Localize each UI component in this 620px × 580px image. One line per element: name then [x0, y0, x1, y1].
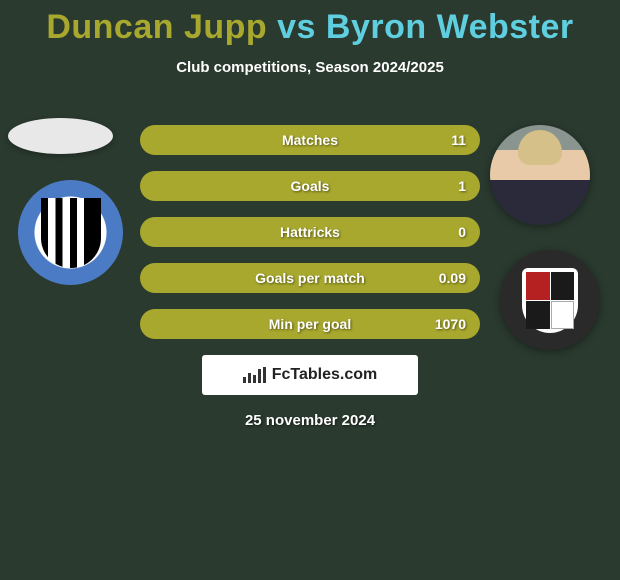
player2-photo [490, 125, 590, 225]
season-subtitle: Club competitions, Season 2024/2025 [0, 59, 620, 76]
player1-club-badge [18, 180, 123, 285]
date-label: 25 november 2024 [0, 412, 620, 429]
vs-word: vs [277, 8, 316, 46]
stat-row-hattricks: Hattricks 0 [140, 217, 480, 247]
stat-row-goals-per-match: Goals per match 0.09 [140, 263, 480, 293]
bar-chart-icon [243, 367, 266, 383]
stat-value: 0 [458, 224, 466, 240]
stat-value: 1070 [435, 316, 466, 332]
comparison-title: Duncan Jupp vs Byron Webster [0, 0, 620, 47]
stat-row-goals: Goals 1 [140, 171, 480, 201]
stat-row-min-per-goal: Min per goal 1070 [140, 309, 480, 339]
stat-label: Goals per match [255, 270, 365, 286]
fctables-watermark: FcTables.com [202, 355, 418, 395]
stat-value: 0.09 [439, 270, 466, 286]
bromley-badge-icon [522, 268, 578, 333]
stat-value: 1 [458, 178, 466, 194]
stat-value: 11 [451, 132, 466, 148]
stat-label: Hattricks [280, 224, 340, 240]
gillingham-badge-icon [41, 198, 101, 268]
fctables-label: FcTables.com [272, 366, 378, 384]
stat-label: Matches [282, 132, 338, 148]
player1-photo [8, 118, 113, 154]
player1-name: Duncan Jupp [46, 8, 267, 46]
player2-club-badge [500, 250, 600, 350]
stats-list: Matches 11 Goals 1 Hattricks 0 Goals per… [140, 125, 480, 355]
stat-label: Min per goal [269, 316, 351, 332]
stat-row-matches: Matches 11 [140, 125, 480, 155]
player2-name: Byron Webster [326, 8, 574, 46]
stat-label: Goals [291, 178, 330, 194]
